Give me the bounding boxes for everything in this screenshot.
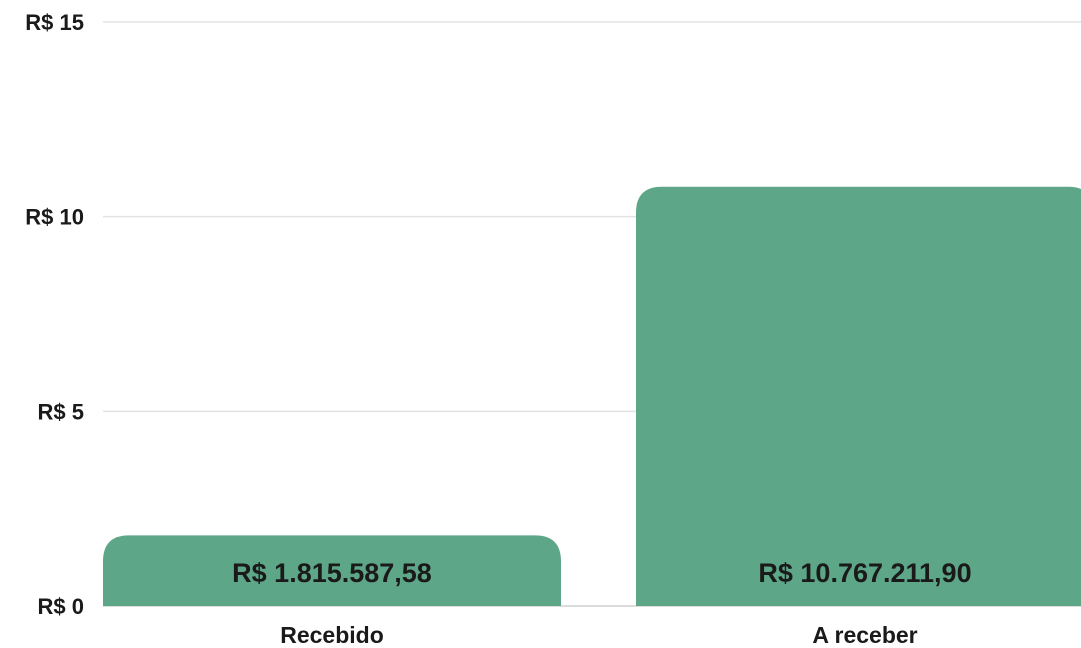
data-labels: R$ 1.815.587,58 R$ 10.767.211,90 — [232, 558, 971, 588]
x-tick-label-0: Recebido — [280, 622, 384, 648]
bar-value-label-0: R$ 1.815.587,58 — [232, 558, 432, 588]
bar-1 — [636, 186, 1081, 606]
bar-0 — [103, 535, 561, 606]
y-tick-label-2: R$ 10 — [25, 205, 84, 230]
bars — [103, 186, 1081, 606]
y-tick-label-1: R$ 5 — [38, 399, 84, 424]
x-axis-ticks: Recebido A receber — [280, 622, 917, 648]
x-tick-label-1: A receber — [812, 622, 917, 648]
y-tick-label-3: R$ 15 — [25, 10, 84, 35]
bar-value-label-1: R$ 10.767.211,90 — [758, 558, 971, 588]
y-axis-ticks: R$ 0 R$ 5 R$ 10 R$ 15 — [25, 10, 84, 619]
y-tick-label-0: R$ 0 — [38, 594, 84, 619]
